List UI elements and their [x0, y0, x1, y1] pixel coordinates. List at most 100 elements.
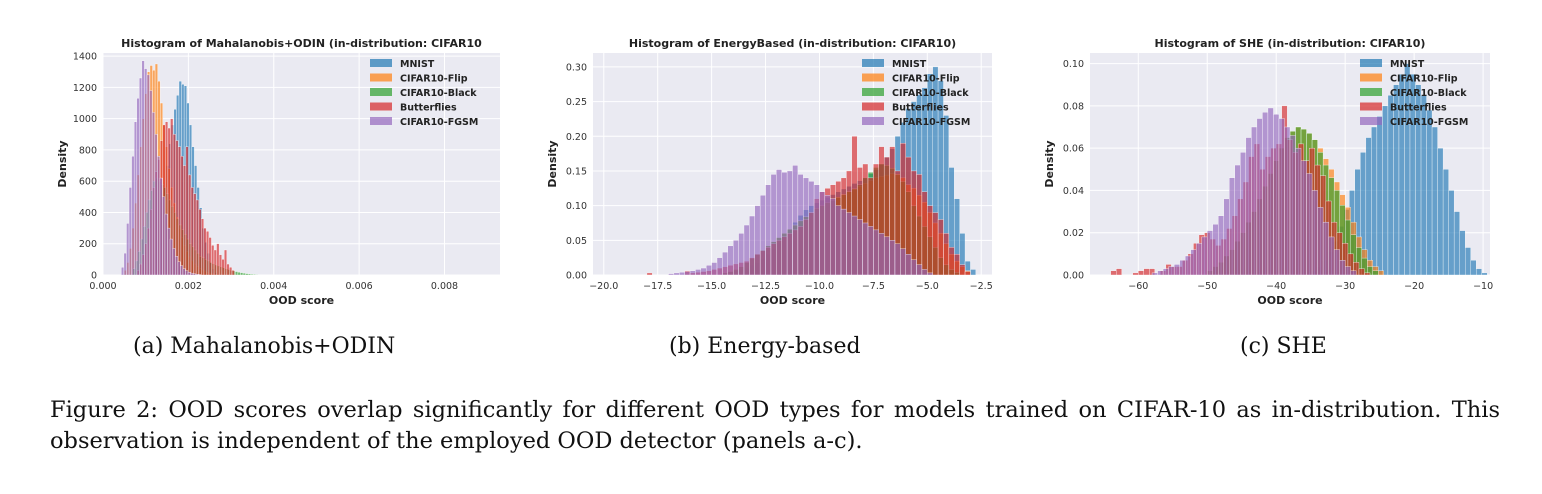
histogram-bar [1350, 270, 1357, 276]
histogram-bar [679, 272, 685, 276]
histogram-bar [250, 274, 254, 276]
histogram-bar [797, 174, 804, 276]
x-tick-label: −5.0 [916, 281, 939, 292]
histogram-bar [1151, 272, 1158, 276]
histogram-bar [188, 174, 192, 276]
histogram-bar [1196, 243, 1202, 276]
histogram-bar [151, 112, 155, 276]
histogram-bar [894, 243, 901, 276]
legend-entry: MNIST [370, 59, 435, 70]
histogram-bar [177, 146, 181, 276]
histogram-bar [1358, 268, 1365, 276]
legend-label: CIFAR10-Flip [892, 74, 960, 85]
series-cifar10-fgsm [1151, 107, 1357, 276]
histogram-bar [190, 272, 194, 276]
legend-swatch [862, 59, 884, 67]
y-axis-label: Density [1043, 140, 1056, 187]
histogram-bar [1317, 207, 1324, 276]
histogram-bar [646, 272, 653, 276]
histogram-bar [695, 269, 702, 276]
legend-label: CIFAR10-FGSM [1390, 117, 1468, 128]
figure-caption: Figure 2: OOD scores overlap significant… [50, 397, 1500, 454]
histogram-bar [1437, 147, 1444, 276]
histogram-bar [192, 273, 196, 276]
histogram-bar [1138, 270, 1144, 276]
y-tick-label: 0.02 [1063, 228, 1084, 239]
histogram-bar [706, 265, 712, 276]
x-tick-label: −7.5 [862, 281, 885, 292]
histogram-bar [123, 252, 127, 276]
legend-entry: CIFAR10-FGSM [1360, 117, 1468, 128]
histogram-bar [162, 196, 166, 276]
histogram-bar [673, 272, 680, 276]
histogram-bar [1162, 268, 1169, 276]
histogram-bar [139, 77, 143, 276]
legend-swatch [862, 117, 884, 125]
panel-a: 0.000 0.002 0.004 0.006 0.008 0 200 400 600 800 10… [50, 30, 550, 320]
histogram-bar [1223, 198, 1230, 276]
histogram-bar [862, 222, 869, 276]
histogram-bar [126, 223, 130, 276]
histogram-bar [182, 268, 186, 276]
x-axis-label: OOD score [1257, 294, 1322, 307]
y-tick-label: 200 [79, 239, 97, 250]
histogram-bar [867, 226, 874, 276]
legend-label: CIFAR10-Black [892, 88, 969, 99]
histogram-bar [1328, 236, 1335, 276]
histogram-bar [1453, 211, 1460, 276]
histogram-bar [770, 174, 777, 276]
legend-swatch [370, 117, 392, 125]
histogram-bar [149, 90, 153, 276]
histogram-bar [754, 205, 761, 276]
histogram-bar [131, 156, 135, 276]
histogram-bar [157, 156, 160, 276]
histogram-bar [237, 272, 241, 276]
legend-swatch [862, 88, 884, 96]
histogram-bar [174, 256, 178, 276]
histogram-bar [195, 274, 199, 276]
histogram-bar [808, 181, 815, 276]
histogram-bar [905, 254, 912, 276]
histogram-bar [1459, 230, 1466, 276]
legend-label: MNIST [1390, 59, 1425, 70]
subcaption-b: (b) Energy-based [669, 334, 861, 359]
histogram-bar [1190, 249, 1197, 276]
histogram-bar [1382, 105, 1389, 276]
histogram-bar [1267, 107, 1274, 276]
x-tick-label: −10 [1473, 281, 1493, 292]
histogram-bar [201, 218, 204, 276]
histogram-bar [175, 140, 179, 276]
histogram-bar [1256, 118, 1263, 276]
y-tick-label: 0.05 [566, 236, 587, 247]
histogram-bar [1289, 135, 1296, 276]
legend-entry: CIFAR10-Black [1360, 88, 1467, 99]
histogram-bar [231, 270, 235, 276]
histogram-bar [195, 199, 199, 276]
chart-a: 0.000 0.002 0.004 0.006 0.008 0 200 400 600 800 10… [56, 37, 500, 307]
histogram-bar [1464, 247, 1471, 276]
histogram-bar [247, 273, 251, 276]
x-tick-label: −12.5 [751, 281, 780, 292]
x-tick-label: −50 [1197, 281, 1217, 292]
legend-swatch [1360, 73, 1382, 82]
y-tick-label: 0 [91, 271, 97, 282]
y-tick-label: 0.25 [566, 97, 587, 108]
histogram-bar [1251, 126, 1258, 276]
histogram-bar [733, 240, 739, 276]
y-tick-label: 1200 [73, 83, 97, 94]
histogram-bar [144, 68, 148, 276]
histogram-bar [1311, 190, 1318, 276]
histogram-bar [253, 274, 256, 276]
x-tick-label: −30 [1335, 281, 1355, 292]
x-tick-label: −2.5 [970, 281, 993, 292]
x-tick-label: 0.006 [346, 281, 373, 292]
histogram-bar [1240, 152, 1247, 276]
x-tick-label: 0.004 [260, 281, 287, 292]
histogram-bar [1364, 272, 1371, 276]
legend-label: CIFAR10-Black [1390, 88, 1467, 99]
histogram-bar [1470, 260, 1477, 276]
histogram-bar [1448, 190, 1455, 276]
histogram-bar [216, 243, 220, 276]
histogram-bar [185, 146, 189, 276]
histogram-bar [716, 257, 723, 276]
